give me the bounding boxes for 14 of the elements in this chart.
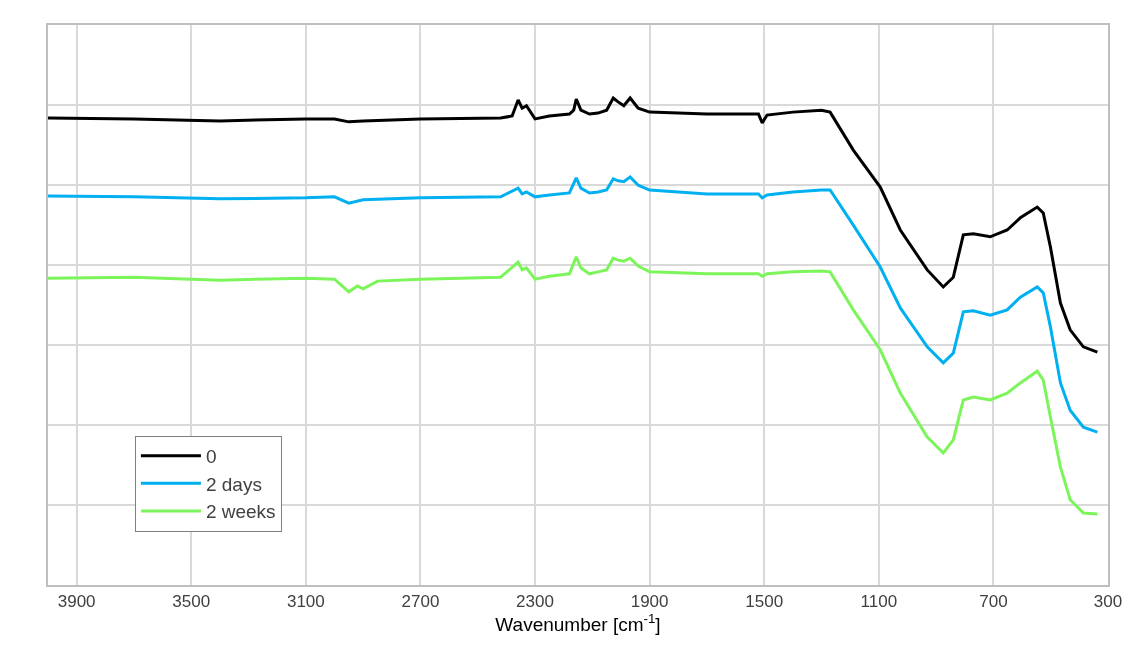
x-tick-label: 700 bbox=[979, 592, 1008, 612]
x-tick-label: 2300 bbox=[516, 592, 554, 612]
x-tick-label: 3500 bbox=[172, 592, 211, 612]
x-tick-label: 3900 bbox=[57, 592, 96, 612]
x-tick-label: 300 bbox=[1093, 592, 1123, 612]
legend-label: 2 weeks bbox=[205, 501, 276, 523]
x-tick-label: 2700 bbox=[401, 592, 440, 612]
x-tick-label: 1100 bbox=[860, 592, 898, 612]
x-tick-label: 1500 bbox=[745, 592, 784, 612]
x-axis-title: Wavenumber [cm$^{-1}$] bbox=[495, 611, 661, 636]
legend-label: 2 days bbox=[205, 473, 262, 495]
x-tick-label: 3100 bbox=[286, 592, 325, 612]
x-tick-label: 1900 bbox=[630, 592, 669, 612]
legend-label: 0 bbox=[205, 446, 217, 468]
